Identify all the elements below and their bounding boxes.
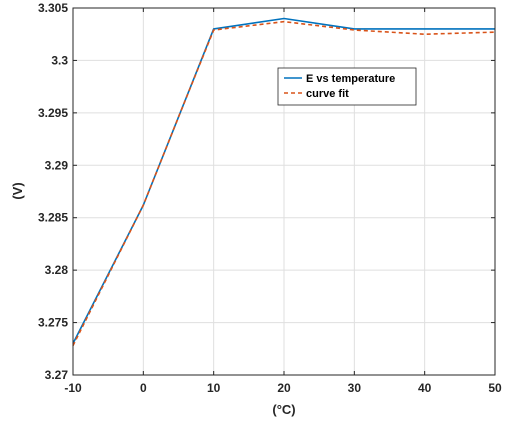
y-tick-label: 3.29 xyxy=(45,158,69,172)
y-tick-label: 3.295 xyxy=(38,106,68,120)
x-tick-label: 50 xyxy=(488,381,502,395)
x-tick-label: -10 xyxy=(64,381,82,395)
y-axis-label: (V) xyxy=(10,182,25,199)
y-tick-label: 3.27 xyxy=(45,368,69,382)
legend-box xyxy=(277,67,417,106)
series-group xyxy=(72,17,496,346)
series-line-2 xyxy=(72,20,496,346)
y-tick-label: 3.275 xyxy=(38,316,68,330)
y-tick-label: 3.28 xyxy=(45,263,69,277)
x-tick-label: 10 xyxy=(207,381,221,395)
legend-label-2: curve fit xyxy=(306,88,349,100)
tick-group xyxy=(72,7,496,376)
x-tick-labels: -10 0 10 20 30 40 50 xyxy=(64,381,502,395)
x-tick-label: 0 xyxy=(140,381,147,395)
x-tick-label: 40 xyxy=(418,381,432,395)
x-tick-label: 30 xyxy=(348,381,362,395)
y-tick-label: 3.3 xyxy=(51,53,68,67)
y-tick-label: 3.305 xyxy=(38,1,68,15)
y-tick-label: 3.285 xyxy=(38,211,68,225)
legend: E vs temperature curve fit xyxy=(277,67,417,106)
x-tick-label: 20 xyxy=(277,381,291,395)
y-tick-labels: 3.27 3.275 3.28 3.285 3.29 3.295 3.3 3.305 xyxy=(38,1,68,382)
x-axis-label: (°C) xyxy=(272,402,295,417)
legend-label-1: E vs temperature xyxy=(306,73,395,85)
